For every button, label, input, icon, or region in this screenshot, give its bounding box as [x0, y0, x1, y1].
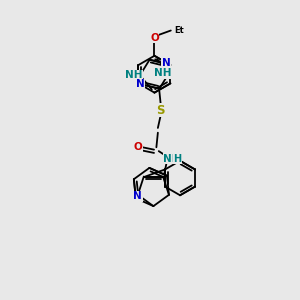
Text: NH: NH: [154, 68, 171, 78]
Text: S: S: [157, 103, 165, 117]
Text: N: N: [134, 191, 142, 201]
Text: N: N: [162, 58, 170, 68]
Text: NH: NH: [163, 154, 181, 164]
Text: O: O: [150, 33, 159, 43]
Text: N: N: [136, 79, 144, 89]
Text: H: H: [173, 154, 181, 164]
Text: NH: NH: [124, 70, 142, 80]
Text: O: O: [134, 142, 142, 152]
Text: Et: Et: [174, 26, 184, 35]
